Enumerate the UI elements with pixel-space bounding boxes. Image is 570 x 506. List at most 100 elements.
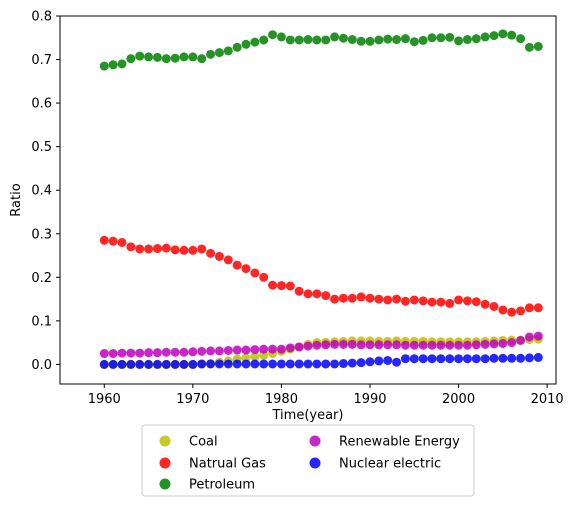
data-point <box>436 297 446 307</box>
data-point <box>161 359 171 369</box>
data-point <box>294 286 304 296</box>
data-point <box>117 359 127 369</box>
data-point <box>365 340 375 350</box>
data-point <box>179 52 189 62</box>
data-point <box>188 359 198 369</box>
x-tick-label: 1960 <box>88 392 121 407</box>
data-point <box>197 346 207 356</box>
data-point <box>108 236 118 246</box>
data-point <box>400 34 410 44</box>
y-tick-label: 0.6 <box>31 97 52 112</box>
data-point <box>356 340 366 350</box>
data-point <box>126 359 136 369</box>
data-point <box>445 32 455 42</box>
data-point <box>135 244 145 254</box>
data-point <box>507 30 517 40</box>
data-point <box>126 242 136 252</box>
data-point <box>445 298 455 308</box>
data-point <box>108 60 118 70</box>
data-point <box>126 54 136 64</box>
data-point <box>99 349 109 359</box>
data-point <box>418 340 428 350</box>
data-point <box>347 339 357 349</box>
data-point <box>285 343 295 353</box>
data-point <box>445 354 455 364</box>
data-point <box>338 339 348 349</box>
data-point <box>524 353 534 363</box>
data-point <box>516 335 526 345</box>
data-point <box>418 354 428 364</box>
data-point <box>312 359 322 369</box>
data-point <box>99 359 109 369</box>
data-point <box>303 341 313 351</box>
data-point <box>516 353 526 363</box>
data-point <box>250 345 260 355</box>
y-axis: 0.0 0.1 0.2 0.3 0.4 0.5 0.6 0.7 0.8 <box>31 10 60 373</box>
data-point <box>392 294 402 304</box>
data-point <box>347 293 357 303</box>
legend-item: Natrual Gas <box>159 457 266 472</box>
data-point <box>533 41 543 51</box>
data-point <box>533 303 543 313</box>
plot-area <box>59 15 557 385</box>
data-point <box>259 344 269 354</box>
data-point <box>303 359 313 369</box>
data-point <box>392 340 402 350</box>
data-point <box>241 39 251 49</box>
data-point <box>161 347 171 357</box>
data-point <box>285 359 295 369</box>
legend-box <box>141 424 475 497</box>
data-point <box>321 35 331 45</box>
data-point <box>516 306 526 316</box>
data-point <box>135 348 145 358</box>
data-point <box>144 244 154 254</box>
data-point <box>489 353 499 363</box>
data-point <box>338 293 348 303</box>
data-point <box>409 340 419 350</box>
data-point <box>197 244 207 254</box>
data-point <box>454 354 464 364</box>
legend-marker <box>159 435 171 447</box>
data-point <box>462 354 472 364</box>
data-point <box>330 339 340 349</box>
data-point <box>489 31 499 41</box>
data-point <box>427 340 437 350</box>
data-point <box>356 292 366 302</box>
series-natrual-gas <box>99 235 543 317</box>
data-point <box>152 244 162 254</box>
data-point <box>250 268 260 278</box>
data-point <box>135 51 145 61</box>
data-point <box>436 354 446 364</box>
legend-label: Renewable Energy <box>339 435 460 450</box>
data-point <box>232 260 242 270</box>
legend: Coal Natrual Gas Petroleum Renewable Energy… <box>141 424 475 497</box>
data-point <box>330 359 340 369</box>
data-point <box>161 243 171 253</box>
data-point <box>383 355 393 365</box>
data-point <box>321 359 331 369</box>
data-point <box>321 340 331 350</box>
data-point <box>445 340 455 350</box>
data-point <box>144 52 154 62</box>
data-point <box>268 344 278 354</box>
data-point <box>480 354 490 364</box>
x-tick-label: 2000 <box>442 392 475 407</box>
data-point <box>170 359 180 369</box>
data-point <box>223 46 233 56</box>
data-point <box>347 35 357 45</box>
data-point <box>330 294 340 304</box>
data-point <box>170 53 180 63</box>
data-point <box>383 295 393 305</box>
data-point <box>365 293 375 303</box>
legend-marker <box>309 435 321 447</box>
data-point <box>259 359 269 369</box>
data-point <box>436 33 446 43</box>
data-point <box>232 359 242 369</box>
data-point <box>144 359 154 369</box>
data-point <box>498 338 508 348</box>
data-point <box>241 359 251 369</box>
series-renewable-energy <box>99 331 543 359</box>
data-point <box>303 35 313 45</box>
series-petroleum <box>99 29 543 71</box>
